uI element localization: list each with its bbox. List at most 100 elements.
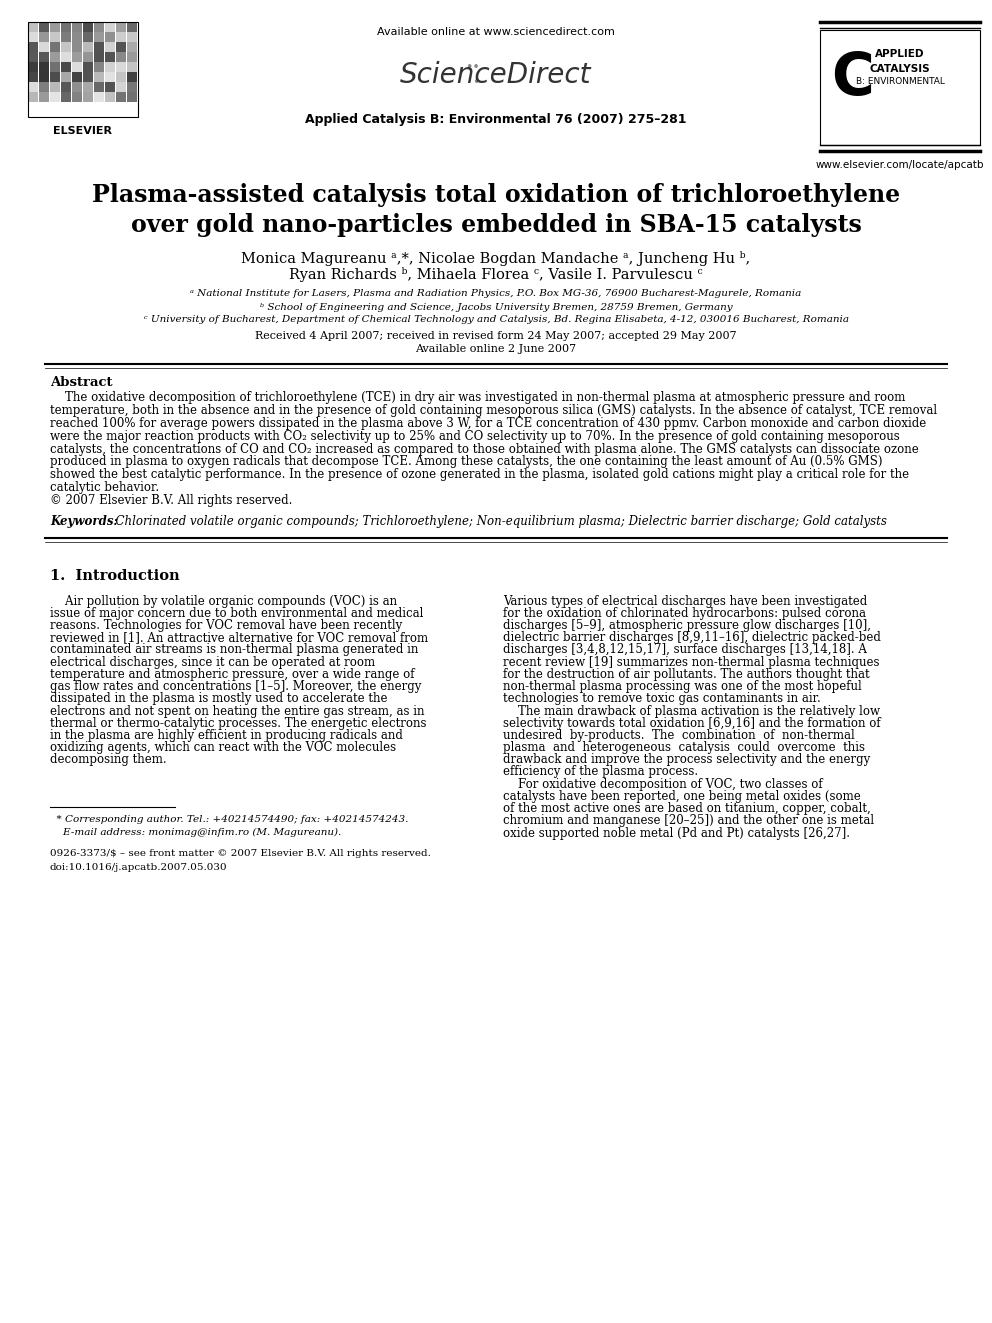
Text: for the oxidation of chlorinated hydrocarbons: pulsed corona: for the oxidation of chlorinated hydroca… xyxy=(503,607,866,620)
Text: gas flow rates and concentrations [1–5]. Moreover, the energy: gas flow rates and concentrations [1–5].… xyxy=(50,680,422,693)
Text: reviewed in [1]. An attractive alternative for VOC removal from: reviewed in [1]. An attractive alternati… xyxy=(50,631,429,644)
Text: plasma  and  heterogeneous  catalysis  could  overcome  this: plasma and heterogeneous catalysis could… xyxy=(503,741,865,754)
Text: Received 4 April 2007; received in revised form 24 May 2007; accepted 29 May 200: Received 4 April 2007; received in revis… xyxy=(255,331,737,341)
Text: technologies to remove toxic gas contaminants in air.: technologies to remove toxic gas contami… xyxy=(503,692,820,705)
Text: E-mail address: monimag@infim.ro (M. Magureanu).: E-mail address: monimag@infim.ro (M. Mag… xyxy=(50,827,341,836)
Text: catalysts, the concentrations of CO and CO₂ increased as compared to those obtai: catalysts, the concentrations of CO and … xyxy=(50,443,919,455)
Bar xyxy=(127,32,137,42)
Text: over gold nano-particles embedded in SBA-15 catalysts: over gold nano-particles embedded in SBA… xyxy=(131,213,861,237)
Bar xyxy=(127,71,137,82)
Text: Applied Catalysis B: Environmental 76 (2007) 275–281: Applied Catalysis B: Environmental 76 (2… xyxy=(306,114,686,127)
Bar xyxy=(39,62,49,71)
Bar xyxy=(105,62,115,71)
Text: Air pollution by volatile organic compounds (VOC) is an: Air pollution by volatile organic compou… xyxy=(50,595,397,607)
Bar xyxy=(83,82,93,93)
Bar xyxy=(39,71,49,82)
Text: © 2007 Elsevier B.V. All rights reserved.: © 2007 Elsevier B.V. All rights reserved… xyxy=(50,493,293,507)
Text: dielectric barrier discharges [8,9,11–16], dielectric packed-bed: dielectric barrier discharges [8,9,11–16… xyxy=(503,631,881,644)
Bar xyxy=(61,62,71,71)
Bar xyxy=(72,82,82,93)
Text: Ryan Richards ᵇ, Mihaela Florea ᶜ, Vasile I. Parvulescu ᶜ: Ryan Richards ᵇ, Mihaela Florea ᶜ, Vasil… xyxy=(290,266,702,282)
Bar xyxy=(127,62,137,71)
Text: selectivity towards total oxidation [6,9,16] and the formation of: selectivity towards total oxidation [6,9… xyxy=(503,717,881,730)
Bar xyxy=(61,82,71,93)
Bar xyxy=(105,93,115,102)
Bar xyxy=(94,42,104,52)
Text: drawback and improve the process selectivity and the energy: drawback and improve the process selecti… xyxy=(503,753,870,766)
Bar xyxy=(116,93,126,102)
Bar xyxy=(72,71,82,82)
Bar xyxy=(50,62,60,71)
Bar xyxy=(72,93,82,102)
Text: catalytic behavior.: catalytic behavior. xyxy=(50,482,159,493)
Bar xyxy=(105,32,115,42)
Text: 0926-3373/$ – see front matter © 2007 Elsevier B.V. All rights reserved.: 0926-3373/$ – see front matter © 2007 El… xyxy=(50,849,431,859)
Text: oxide supported noble metal (Pd and Pt) catalysts [26,27].: oxide supported noble metal (Pd and Pt) … xyxy=(503,827,850,840)
Bar xyxy=(127,52,137,62)
Bar xyxy=(94,62,104,71)
Text: reasons. Technologies for VOC removal have been recently: reasons. Technologies for VOC removal ha… xyxy=(50,619,402,632)
Text: decomposing them.: decomposing them. xyxy=(50,753,167,766)
Bar xyxy=(50,93,60,102)
Bar xyxy=(50,32,60,42)
Bar xyxy=(39,22,49,32)
Bar xyxy=(61,42,71,52)
Bar xyxy=(116,22,126,32)
Text: Keywords:: Keywords: xyxy=(50,515,118,528)
Bar xyxy=(105,71,115,82)
Text: doi:10.1016/j.apcatb.2007.05.030: doi:10.1016/j.apcatb.2007.05.030 xyxy=(50,863,227,872)
Bar xyxy=(83,62,93,71)
Bar xyxy=(72,62,82,71)
Bar xyxy=(50,71,60,82)
Text: oxidizing agents, which can react with the VOC molecules: oxidizing agents, which can react with t… xyxy=(50,741,396,754)
Bar xyxy=(83,42,93,52)
Bar xyxy=(28,22,138,116)
Bar xyxy=(39,52,49,62)
Text: Various types of electrical discharges have been investigated: Various types of electrical discharges h… xyxy=(503,595,867,607)
Text: Abstract: Abstract xyxy=(50,377,112,389)
Bar xyxy=(72,52,82,62)
Text: issue of major concern due to both environmental and medical: issue of major concern due to both envir… xyxy=(50,607,424,620)
Text: ᶜ University of Bucharest, Department of Chemical Technology and Catalysis, Bd. : ᶜ University of Bucharest, Department of… xyxy=(144,315,848,324)
Bar xyxy=(127,93,137,102)
Text: temperature and atmospheric pressure, over a wide range of: temperature and atmospheric pressure, ov… xyxy=(50,668,415,681)
Text: undesired  by-products.  The  combination  of  non-thermal: undesired by-products. The combination o… xyxy=(503,729,855,742)
Bar xyxy=(105,22,115,32)
Text: Available online 2 June 2007: Available online 2 June 2007 xyxy=(416,344,576,355)
Bar xyxy=(28,42,38,52)
Text: Chlorinated volatile organic compounds; Trichloroethylene; Non-equilibrium plasm: Chlorinated volatile organic compounds; … xyxy=(108,515,887,528)
Bar xyxy=(28,82,38,93)
Text: discharges [3,4,8,12,15,17], surface discharges [13,14,18]. A: discharges [3,4,8,12,15,17], surface dis… xyxy=(503,643,867,656)
Text: ••
•: •• • xyxy=(465,61,480,89)
Bar xyxy=(116,52,126,62)
Bar xyxy=(105,42,115,52)
Bar xyxy=(28,52,38,62)
Bar xyxy=(116,62,126,71)
Bar xyxy=(127,82,137,93)
Bar xyxy=(28,32,38,42)
Text: chromium and manganese [20–25]) and the other one is metal: chromium and manganese [20–25]) and the … xyxy=(503,814,874,827)
Bar xyxy=(94,32,104,42)
Text: The main drawback of plasma activation is the relatively low: The main drawback of plasma activation i… xyxy=(503,705,880,717)
Text: discharges [5–9], atmospheric pressure glow discharges [10],: discharges [5–9], atmospheric pressure g… xyxy=(503,619,871,632)
Text: thermal or thermo-catalytic processes. The energetic electrons: thermal or thermo-catalytic processes. T… xyxy=(50,717,427,730)
Text: reached 100% for average powers dissipated in the plasma above 3 W, for a TCE co: reached 100% for average powers dissipat… xyxy=(50,417,927,430)
Bar xyxy=(94,52,104,62)
Text: ScienceDirect: ScienceDirect xyxy=(400,61,592,89)
Text: were the major reaction products with CO₂ selectivity up to 25% and CO selectivi: were the major reaction products with CO… xyxy=(50,430,900,443)
Bar xyxy=(50,22,60,32)
Text: Plasma-assisted catalysis total oxidation of trichloroethylene: Plasma-assisted catalysis total oxidatio… xyxy=(92,183,900,206)
Text: C: C xyxy=(830,50,873,107)
Bar xyxy=(127,42,137,52)
Text: APPLIED: APPLIED xyxy=(875,49,925,60)
Bar xyxy=(72,22,82,32)
Bar xyxy=(83,32,93,42)
Bar xyxy=(83,93,93,102)
Bar xyxy=(28,22,38,32)
Text: 1.  Introduction: 1. Introduction xyxy=(50,569,180,583)
Text: Available online at www.sciencedirect.com: Available online at www.sciencedirect.co… xyxy=(377,26,615,37)
Text: dissipated in the plasma is mostly used to accelerate the: dissipated in the plasma is mostly used … xyxy=(50,692,388,705)
Bar xyxy=(83,22,93,32)
Bar xyxy=(50,52,60,62)
Bar xyxy=(83,71,93,82)
